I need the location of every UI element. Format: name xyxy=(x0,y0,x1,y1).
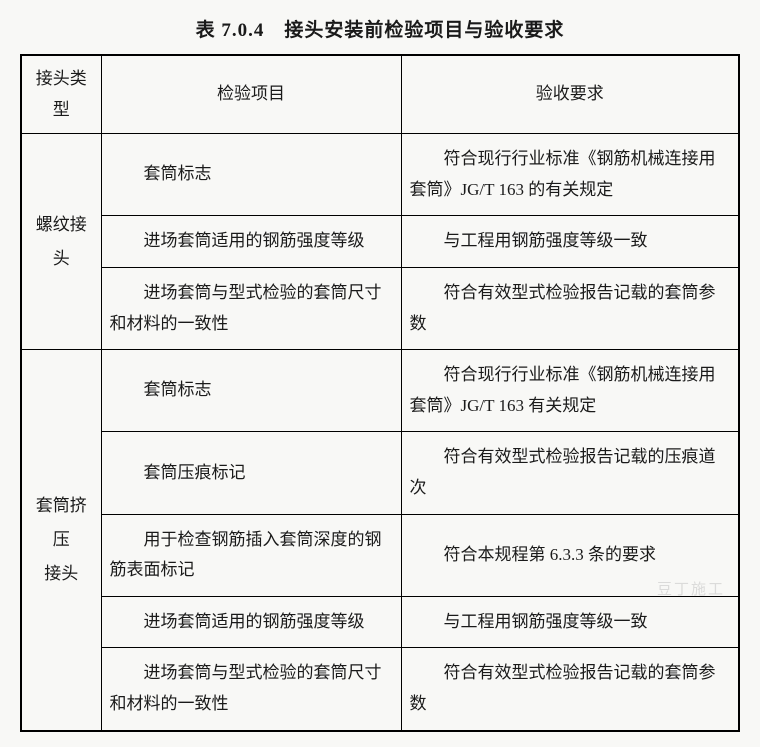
table-title: 表 7.0.4 接头安装前检验项目与验收要求 xyxy=(20,15,740,42)
inspection-cell: 进场套筒与型式检验的套筒尺寸和材料的一致性 xyxy=(101,267,401,349)
requirement-cell: 符合现行行业标准《钢筋机械连接用套筒》JG/T 163 有关规定 xyxy=(401,350,739,432)
table-row: 进场套筒适用的钢筋强度等级 与工程用钢筋强度等级一致 xyxy=(21,596,739,648)
requirement-cell: 符合有效型式检验报告记载的套筒参数 xyxy=(401,648,739,731)
inspection-cell: 套筒压痕标记 xyxy=(101,432,401,514)
type-label-line2: 接头 xyxy=(44,564,78,583)
requirement-cell: 与工程用钢筋强度等级一致 xyxy=(401,596,739,648)
inspection-table: 接头类型 检验项目 验收要求 螺纹接头 套筒标志 符合现行行业标准《钢筋机械连接… xyxy=(20,54,740,732)
header-type: 接头类型 xyxy=(21,55,101,134)
header-row: 接头类型 检验项目 验收要求 xyxy=(21,55,739,134)
inspection-cell: 进场套筒适用的钢筋强度等级 xyxy=(101,596,401,648)
table-row: 套筒挤压接头 套筒标志 符合现行行业标准《钢筋机械连接用套筒》JG/T 163 … xyxy=(21,350,739,432)
inspection-cell: 进场套筒适用的钢筋强度等级 xyxy=(101,216,401,268)
inspection-cell: 用于检查钢筋插入套筒深度的钢筋表面标记 xyxy=(101,514,401,596)
table-row: 进场套筒与型式检验的套筒尺寸和材料的一致性 符合有效型式检验报告记载的套筒参数 xyxy=(21,648,739,731)
table-row: 用于检查钢筋插入套筒深度的钢筋表面标记 符合本规程第 6.3.3 条的要求 xyxy=(21,514,739,596)
table-row: 进场套筒与型式检验的套筒尺寸和材料的一致性 符合有效型式检验报告记载的套筒参数 xyxy=(21,267,739,349)
type-label-line1: 套筒挤压 xyxy=(36,496,87,549)
header-requirement: 验收要求 xyxy=(401,55,739,134)
header-inspection: 检验项目 xyxy=(101,55,401,134)
inspection-cell: 套筒标志 xyxy=(101,350,401,432)
requirement-cell: 与工程用钢筋强度等级一致 xyxy=(401,216,739,268)
inspection-cell: 套筒标志 xyxy=(101,134,401,216)
requirement-cell: 符合有效型式检验报告记载的套筒参数 xyxy=(401,267,739,349)
type-cell-threaded: 螺纹接头 xyxy=(21,134,101,350)
table-row: 进场套筒适用的钢筋强度等级 与工程用钢筋强度等级一致 xyxy=(21,216,739,268)
table-row: 套筒压痕标记 符合有效型式检验报告记载的压痕道次 xyxy=(21,432,739,514)
requirement-cell: 符合有效型式检验报告记载的压痕道次 xyxy=(401,432,739,514)
watermark: 豆丁施工 xyxy=(657,578,725,599)
type-cell-extrusion: 套筒挤压接头 xyxy=(21,350,101,731)
inspection-cell: 进场套筒与型式检验的套筒尺寸和材料的一致性 xyxy=(101,648,401,731)
requirement-cell: 符合现行行业标准《钢筋机械连接用套筒》JG/T 163 的有关规定 xyxy=(401,134,739,216)
table-row: 螺纹接头 套筒标志 符合现行行业标准《钢筋机械连接用套筒》JG/T 163 的有… xyxy=(21,134,739,216)
